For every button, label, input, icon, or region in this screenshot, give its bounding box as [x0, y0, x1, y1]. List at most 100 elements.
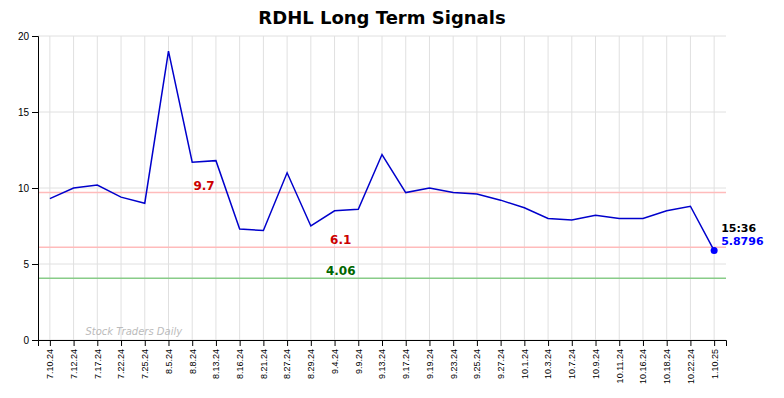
tick-mark — [429, 340, 430, 346]
tick-label: 8.21.24 — [259, 349, 269, 379]
grid-line — [619, 36, 620, 340]
grid-line — [334, 36, 335, 340]
last-label: 15:36 — [721, 222, 756, 235]
tick: 9.4.24 — [330, 340, 340, 374]
tick-mark — [453, 340, 454, 346]
tick-mark — [168, 340, 169, 346]
tick-label: 10.11.24 — [615, 349, 625, 383]
grid-line — [144, 36, 145, 340]
tick-label: 9.17.24 — [401, 349, 411, 379]
grid-line — [690, 36, 691, 340]
tick-mark — [619, 340, 620, 346]
plot: 7.10.247.12.247.17.247.22.247.25.248.5.2… — [18, 31, 764, 384]
tick: 9.25.24 — [472, 340, 482, 379]
tick: 0 — [23, 335, 38, 346]
watermark: Stock Traders Daily — [85, 326, 183, 337]
tick-label: 8.27.24 — [282, 349, 292, 379]
grid-line — [571, 36, 572, 340]
tick-label: 7.25.24 — [140, 349, 150, 379]
tick-label: 0 — [23, 335, 29, 346]
grid-line — [595, 36, 596, 340]
tick: 10.1.24 — [520, 340, 530, 379]
tick-label: 9.23.24 — [449, 349, 459, 379]
axis-line — [39, 341, 727, 347]
tick: 9.23.24 — [449, 340, 459, 379]
tick-label: 10.9.24 — [591, 349, 601, 379]
tick: 7.10.24 — [45, 340, 55, 379]
tick: 7.12.24 — [69, 340, 79, 379]
tick: 9.19.24 — [425, 340, 435, 379]
tick-label: 9.4.24 — [330, 349, 340, 374]
tick: 15 — [18, 107, 38, 118]
grid-line — [453, 36, 454, 340]
tick-mark — [358, 340, 359, 346]
tick-mark — [74, 340, 75, 346]
last-value-label: 5.8796 — [721, 235, 764, 248]
tick-mark — [596, 340, 597, 346]
grid-line — [215, 36, 216, 340]
reference-label: 6.1 — [330, 233, 351, 247]
tick-mark — [287, 340, 288, 346]
grid-line — [476, 36, 477, 340]
tick: 5 — [23, 259, 38, 270]
tick-mark — [32, 112, 38, 113]
tick: 9.13.24 — [377, 340, 387, 379]
tick: 8.21.24 — [259, 340, 269, 379]
grid-line — [524, 36, 525, 340]
tick-mark — [240, 340, 241, 346]
tick-mark — [145, 340, 146, 346]
tick: 10.22.24 — [686, 340, 696, 384]
tick-mark — [643, 340, 644, 346]
grid-line — [263, 36, 264, 340]
tick-label: 10.22.24 — [686, 349, 696, 384]
title: RDHL Long Term Signals — [258, 7, 505, 28]
grid-line — [310, 36, 311, 340]
tick-mark — [667, 340, 668, 346]
tick-mark — [121, 340, 122, 346]
tick: 1.10.25 — [710, 340, 720, 379]
grid-line — [382, 36, 383, 340]
tick-label: 8.13.24 — [211, 349, 221, 379]
tick-label: 15 — [18, 107, 30, 118]
tick-label: 9.27.24 — [496, 349, 506, 379]
grid-line — [500, 36, 501, 340]
tick-label: 9.13.24 — [377, 349, 387, 379]
grid-line — [121, 36, 122, 340]
tick-label: 10.7.24 — [567, 349, 577, 379]
tick: 9.9.24 — [354, 340, 364, 374]
tick: 7.17.24 — [93, 340, 103, 379]
tick-mark — [216, 340, 217, 346]
tick: 8.29.24 — [306, 340, 316, 379]
tick: 8.5.24 — [164, 340, 174, 374]
tick-label: 8.8.24 — [188, 349, 198, 374]
tick-mark — [50, 340, 51, 346]
tick: 9.27.24 — [496, 340, 506, 379]
annotations: 9.76.14.0615:365.8796Stock Traders Daily — [85, 179, 763, 337]
grid — [38, 36, 726, 340]
tick-label: 10.18.24 — [662, 349, 672, 384]
tick-mark — [32, 264, 38, 265]
marks — [38, 51, 726, 278]
tick: 10.11.24 — [615, 340, 625, 383]
tick-label: 7.12.24 — [69, 349, 79, 379]
axis-line — [32, 37, 39, 341]
grid-line — [358, 36, 359, 340]
grid-line — [666, 36, 667, 340]
reference-line — [38, 247, 726, 249]
tick-label: 20 — [18, 31, 30, 42]
tick: 10 — [18, 183, 38, 194]
tick-label: 8.5.24 — [164, 349, 174, 374]
grid-line — [168, 36, 169, 340]
grid-line — [642, 36, 643, 340]
tick: 8.13.24 — [211, 340, 221, 379]
tick-label: 9.9.24 — [354, 349, 364, 374]
grid-line — [548, 36, 549, 340]
tick-mark — [477, 340, 478, 346]
reference-line — [38, 278, 726, 280]
tick-label: 7.17.24 — [93, 349, 103, 379]
tick: 8.16.24 — [235, 340, 245, 379]
tick-mark — [524, 340, 525, 346]
reference-line — [38, 192, 726, 194]
tick-label: 10.3.24 — [543, 349, 553, 379]
grid-line — [714, 36, 715, 340]
